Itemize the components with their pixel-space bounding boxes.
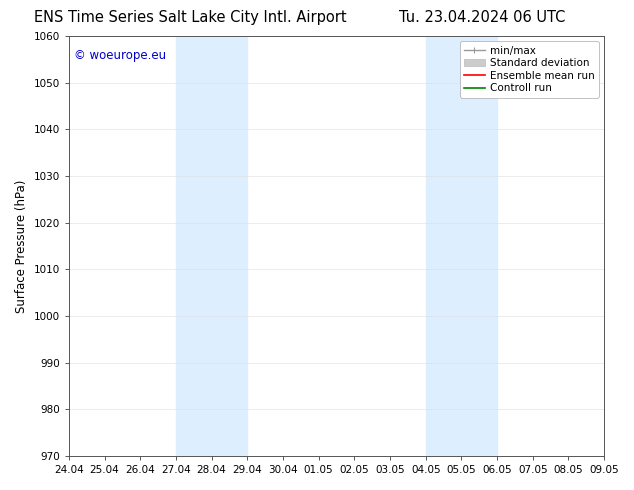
Y-axis label: Surface Pressure (hPa): Surface Pressure (hPa) — [15, 179, 28, 313]
Text: © woeurope.eu: © woeurope.eu — [74, 49, 166, 62]
Bar — [426, 36, 497, 456]
Text: ENS Time Series Salt Lake City Intl. Airport: ENS Time Series Salt Lake City Intl. Air… — [34, 10, 347, 25]
Legend: min/max, Standard deviation, Ensemble mean run, Controll run: min/max, Standard deviation, Ensemble me… — [460, 41, 599, 98]
Text: Tu. 23.04.2024 06 UTC: Tu. 23.04.2024 06 UTC — [399, 10, 565, 25]
Bar — [176, 36, 247, 456]
